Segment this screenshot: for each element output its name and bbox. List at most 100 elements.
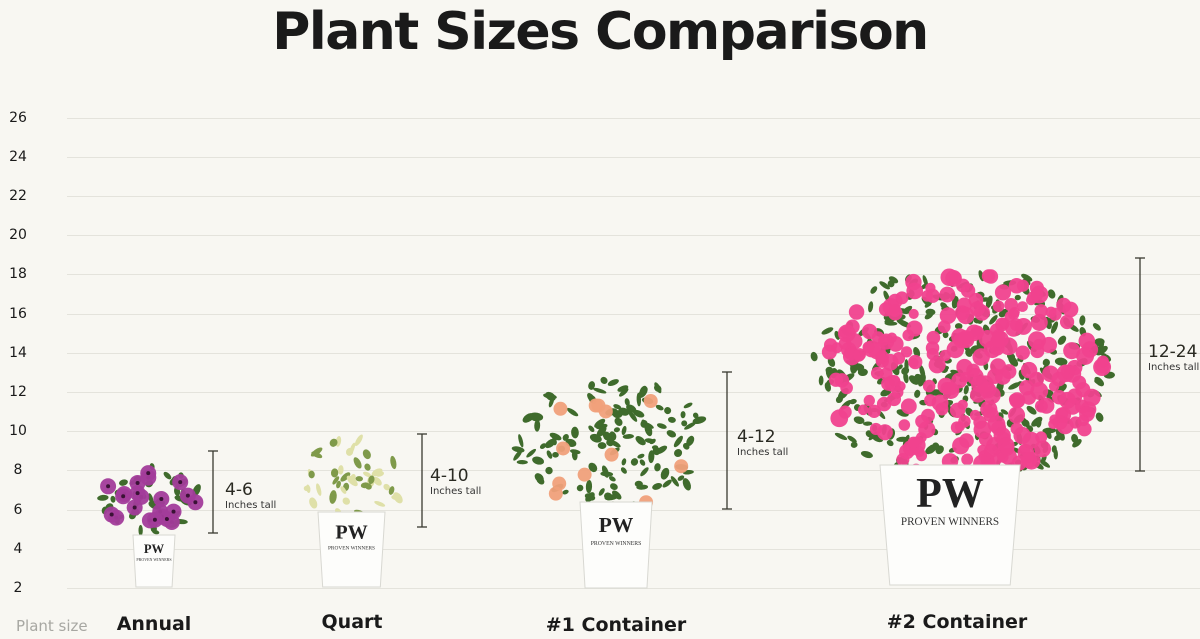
- gridline: [67, 274, 1200, 276]
- leaf: [963, 385, 969, 395]
- leaf: [901, 367, 910, 375]
- flower: [1000, 441, 1015, 456]
- leaf: [363, 471, 372, 478]
- flower: [949, 402, 966, 418]
- leaf: [306, 484, 311, 493]
- leaf: [1092, 323, 1101, 331]
- plant-1-container: PW PROVEN WINNERS: [511, 371, 732, 589]
- leaf: [346, 475, 358, 487]
- flower: [1010, 393, 1025, 408]
- pot: [879, 464, 1021, 586]
- leaf: [342, 497, 351, 505]
- range-value: 4-12: [737, 427, 776, 447]
- range-unit: Inches tall: [1148, 362, 1200, 373]
- leaf: [548, 397, 555, 408]
- leaf: [888, 276, 899, 284]
- leaf: [651, 445, 659, 450]
- leaf: [513, 449, 523, 461]
- flower: [898, 419, 911, 431]
- gridline: [67, 431, 1200, 433]
- flower-center: [146, 471, 151, 476]
- leaf: [308, 470, 315, 479]
- leaf: [546, 450, 553, 459]
- leaf: [364, 463, 371, 471]
- leaf: [686, 435, 695, 447]
- leaf: [852, 363, 865, 371]
- leaf: [597, 442, 607, 449]
- leaf: [810, 351, 818, 362]
- leaf: [309, 497, 318, 509]
- leaf: [1095, 412, 1104, 422]
- leaf: [1044, 428, 1052, 439]
- leaf: [355, 476, 363, 482]
- leaf: [1026, 405, 1037, 415]
- leaf: [163, 471, 172, 480]
- flower: [979, 381, 997, 399]
- flower: [1067, 359, 1083, 376]
- leaf: [311, 451, 323, 459]
- leaf: [516, 460, 528, 465]
- leaf: [374, 500, 386, 507]
- category-label-quart: Quart: [321, 611, 383, 633]
- leaf: [613, 404, 622, 410]
- pot: [132, 534, 176, 588]
- flower: [983, 443, 999, 459]
- flower: [1013, 426, 1031, 445]
- range-value: 12-24: [1148, 342, 1198, 362]
- flower: [840, 381, 853, 395]
- leaf: [850, 441, 858, 448]
- leaf: [600, 376, 608, 384]
- flower: [969, 409, 981, 421]
- flower: [972, 348, 990, 366]
- leaf: [674, 448, 683, 458]
- leaf: [607, 379, 619, 387]
- leaf: [340, 486, 347, 494]
- leaf: [1023, 419, 1030, 428]
- leaf: [827, 357, 836, 367]
- range-label-annual: 4-6 Inches tall: [225, 482, 276, 511]
- flower-center: [152, 517, 157, 522]
- leaf: [870, 286, 878, 294]
- leaf: [1050, 321, 1059, 334]
- leaf: [1042, 358, 1050, 367]
- flower-center: [159, 497, 164, 502]
- leaf: [639, 459, 646, 466]
- leaf: [523, 414, 534, 422]
- leaf: [613, 427, 620, 433]
- range-unit: Inches tall: [430, 486, 482, 497]
- flower: [828, 372, 844, 387]
- flower: [939, 307, 957, 324]
- leaf: [588, 425, 595, 432]
- flower: [1063, 342, 1081, 360]
- flower: [1095, 358, 1110, 374]
- pot-brand: PROVEN WINNERS: [591, 541, 642, 547]
- leaf: [584, 493, 596, 501]
- gridline: [67, 235, 1200, 237]
- y-tick-label: 4: [13, 540, 23, 557]
- flower: [902, 329, 915, 342]
- flower: [1015, 345, 1030, 360]
- leaf: [648, 450, 655, 464]
- gridline: [67, 470, 1200, 472]
- pot-brand: PROVEN WINNERS: [328, 546, 375, 552]
- flower: [956, 297, 972, 313]
- flower: [1005, 320, 1022, 337]
- leaf: [571, 426, 579, 439]
- flower-center: [132, 505, 137, 510]
- flower: [952, 437, 970, 455]
- flower-center: [185, 493, 190, 498]
- leaf: [684, 422, 696, 430]
- flower: [1034, 304, 1048, 318]
- leaf: [1057, 335, 1067, 345]
- leaf: [896, 436, 909, 442]
- leaf: [681, 420, 688, 427]
- leaf: [1094, 379, 1102, 385]
- leaf: [545, 466, 553, 475]
- y-tick-label: 12: [9, 384, 27, 400]
- leaf: [598, 488, 605, 496]
- leaf: [897, 364, 903, 370]
- leaf: [664, 407, 672, 415]
- leaf: [868, 301, 874, 313]
- flower: [1020, 361, 1038, 379]
